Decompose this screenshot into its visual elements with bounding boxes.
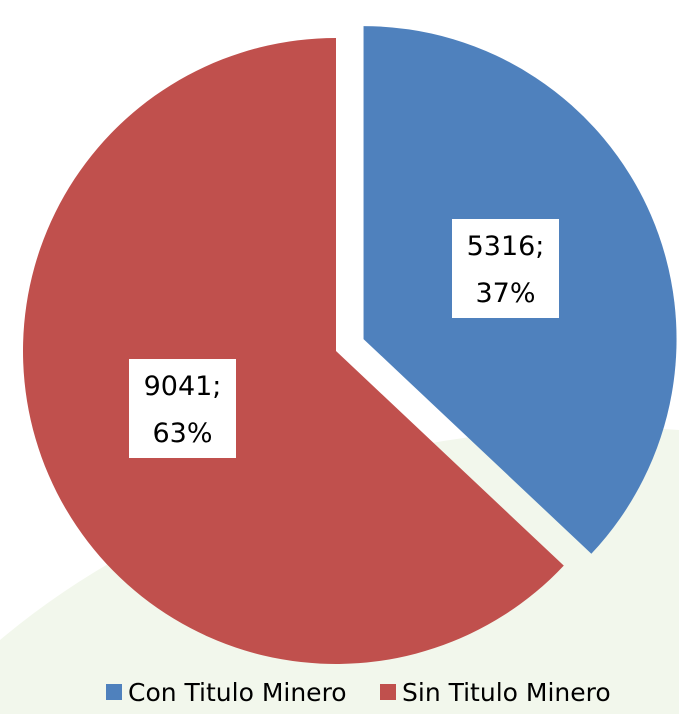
data-label-box (129, 359, 236, 458)
data-label-sin-titulo-minero: 9041; 63% (129, 359, 236, 458)
data-label-value: 9041; (144, 371, 222, 402)
data-label-con-titulo-minero: 5316; 37% (452, 219, 559, 318)
legend: Con Titulo Minero Sin Titulo Minero (106, 678, 611, 707)
legend-label: Con Titulo Minero (128, 678, 347, 707)
legend-entry-sin-titulo-minero: Sin Titulo Minero (380, 678, 611, 707)
data-label-percent: 37% (475, 278, 535, 309)
data-label-value: 5316; (467, 231, 545, 262)
pie-slice-sin-titulo-minero (23, 38, 564, 664)
legend-label: Sin Titulo Minero (402, 678, 611, 707)
legend-swatch (106, 684, 122, 700)
legend-swatch (380, 684, 396, 700)
data-label-percent: 63% (152, 418, 212, 449)
legend-entry-con-titulo-minero: Con Titulo Minero (106, 678, 347, 707)
data-labels: 5316; 37% 9041; 63% (129, 219, 559, 458)
data-label-box (452, 219, 559, 318)
